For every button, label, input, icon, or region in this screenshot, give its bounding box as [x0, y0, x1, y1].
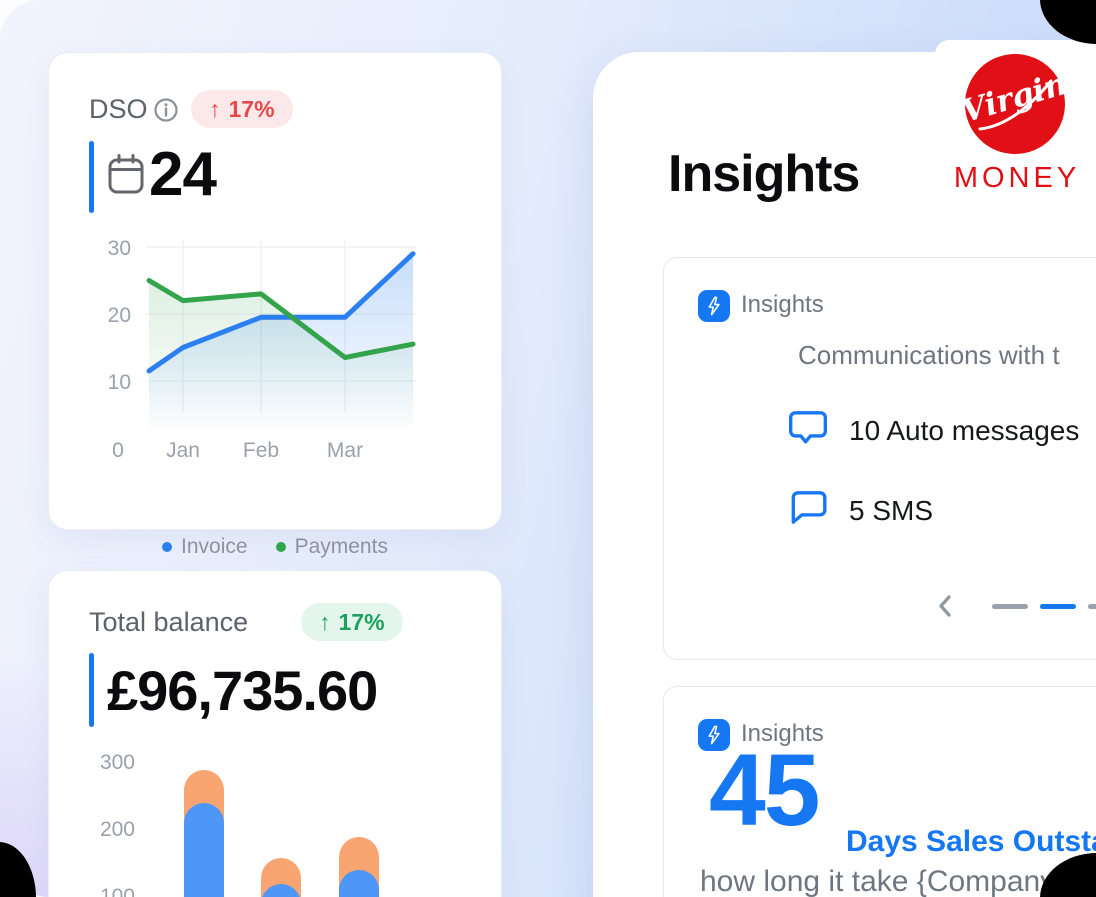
accent-bar	[89, 141, 94, 213]
invoice-dot-icon	[162, 542, 173, 552]
legend-item-invoice: Invoice	[162, 535, 248, 559]
list-item-text: 10 Auto messages	[849, 414, 1080, 446]
pagination-dash[interactable]	[1088, 603, 1096, 609]
pagination-dash-active[interactable]	[1040, 603, 1076, 609]
x-tick-label: Mar	[326, 439, 364, 462]
insight-label: Insights	[741, 720, 824, 747]
accent-bar	[89, 653, 94, 727]
sms-bubble-icon	[787, 486, 829, 535]
virgin-script-text: Virgin	[965, 66, 1065, 130]
bar-inner	[184, 803, 224, 897]
dso-title: DSO	[89, 94, 148, 124]
y-tick-label: 30	[107, 237, 131, 260]
dso-line-chart	[146, 239, 416, 433]
carousel-pagination	[934, 592, 1096, 620]
info-icon[interactable]	[153, 97, 179, 123]
balance-delta-value: 17%	[338, 608, 385, 635]
payments-dot-icon	[275, 542, 286, 552]
legend-label: Payments	[294, 535, 388, 558]
balance-delta-badge: ↑ 17%	[301, 603, 403, 641]
balance-value: £96,735.60	[107, 659, 378, 722]
lightning-icon	[698, 719, 730, 751]
chart-legend: Invoice Payments	[49, 535, 501, 559]
insight-card-dso: Insights 45 Days Sales Outstan how long …	[663, 686, 1096, 897]
dso-card: DSO ↑ 17% 24 30 20 10 0 Jan Feb Mar	[48, 52, 502, 558]
dso-metric-description: how long it take {Company	[700, 865, 1056, 897]
calendar-icon	[107, 152, 145, 196]
dso-delta-badge: ↑ 17%	[191, 90, 293, 128]
dso-delta-value: 17%	[228, 95, 275, 122]
virgin-money-logo: Virgin MONEY	[935, 40, 1096, 220]
x-tick-label: Feb	[242, 439, 280, 462]
y-tick-label: 200	[99, 818, 135, 841]
insight-intro-text: Communications with t	[798, 340, 1060, 370]
legend-label: Invoice	[181, 535, 248, 558]
insight-card-communications: Insights Communications with t 10 Auto m…	[663, 257, 1096, 660]
dso-metric-label: Days Sales Outstan	[846, 825, 1096, 858]
bar-inner	[339, 870, 379, 897]
dso-value: 24	[149, 140, 217, 209]
total-balance-card: Total balance ↑ 17% £96,735.60 300 200 100	[48, 570, 502, 897]
list-item-sms: 5 SMS	[787, 486, 933, 535]
y-tick-label: 10	[107, 371, 131, 394]
chevron-left-icon[interactable]	[934, 592, 958, 620]
y-tick-label: 100	[99, 885, 135, 897]
x-tick-label: Jan	[166, 439, 200, 462]
list-item-auto-messages: 10 Auto messages	[787, 406, 1079, 455]
insights-panel: Insights Virgin MONEY Insights Communica…	[593, 40, 1096, 897]
bar-inner	[261, 884, 301, 897]
y-tick-label: 20	[107, 304, 131, 327]
dso-metric-value: 45	[709, 733, 820, 847]
arrow-up-icon: ↑	[209, 95, 221, 122]
pagination-dash[interactable]	[992, 603, 1028, 609]
legend-item-payments: Payments	[275, 535, 388, 559]
chat-bubble-icon	[787, 406, 829, 455]
virgin-logo-circle: Virgin	[958, 54, 1071, 154]
balance-title: Total balance	[89, 607, 249, 637]
virgin-money-wordmark: MONEY	[953, 162, 1081, 194]
page-title: Insights	[668, 145, 860, 203]
y-tick-label: 300	[99, 751, 135, 774]
list-item-text: 5 SMS	[849, 494, 934, 526]
lightning-icon	[698, 290, 730, 322]
x-tick-label: 0	[112, 439, 124, 462]
insight-label: Insights	[741, 291, 824, 318]
arrow-up-icon: ↑	[319, 608, 331, 635]
